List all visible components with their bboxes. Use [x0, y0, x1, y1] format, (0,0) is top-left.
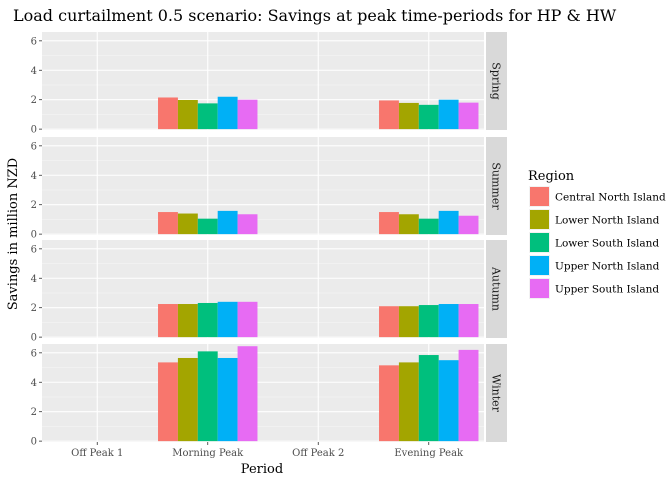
bar-winter-upper-north-island-morning-peak: [217, 357, 238, 442]
x-tick-label: Morning Peak: [172, 448, 244, 459]
facet-panel-winter: 0 2 4 6 Winter: [31, 344, 507, 448]
bar-spring-upper-south-island-evening-peak: [458, 102, 479, 130]
bar-autumn-lower-south-island-morning-peak: [197, 302, 218, 338]
facet-strip: [486, 137, 507, 235]
y-tick-label: 0: [31, 333, 37, 344]
facet-strip: [486, 32, 507, 130]
bar-winter-upper-south-island-evening-peak: [458, 349, 479, 442]
y-tick-label: 0: [31, 230, 37, 241]
y-tick-label: 0: [31, 125, 37, 136]
bar-spring-upper-north-island-morning-peak: [217, 96, 238, 130]
x-tick-label: Off Peak 2: [292, 448, 344, 459]
y-tick-label: 6: [31, 141, 37, 152]
y-axis-title: Savings in million NZD: [6, 158, 21, 310]
legend-key: [530, 256, 549, 275]
bar-summer-upper-north-island-morning-peak: [217, 210, 238, 235]
facet-panel-spring: 0 2 4 6 Spring: [31, 32, 507, 136]
bar-autumn-upper-north-island-morning-peak: [217, 301, 238, 338]
facet-panels: 0 2 4 6 Spring 0 2 4 6 Summer 0 2 4 6 Autumn 0 2 4 6 Winter: [31, 32, 507, 448]
x-tick-label: Off Peak 1: [71, 448, 123, 459]
bar-spring-upper-north-island-evening-peak: [438, 99, 459, 130]
y-tick-label: 2: [31, 95, 37, 106]
bar-spring-lower-south-island-morning-peak: [197, 103, 218, 130]
facet-strip: [486, 240, 507, 338]
x-axis: Off Peak 1 Morning Peak Off Peak 2 Evening …: [71, 442, 464, 459]
y-tick-label: 4: [31, 66, 37, 77]
y-tick-label: 2: [31, 407, 37, 418]
bar-spring-lower-north-island-morning-peak: [177, 99, 198, 130]
bar-autumn-central-north-island-morning-peak: [158, 304, 178, 338]
bar-winter-central-north-island-evening-peak: [379, 365, 399, 442]
bar-summer-central-north-island-evening-peak: [379, 212, 399, 235]
bar-summer-lower-south-island-evening-peak: [418, 218, 439, 235]
legend-key: [530, 187, 549, 206]
legend-label: Lower South Island: [555, 238, 659, 250]
y-tick-label: 0: [31, 437, 37, 448]
bar-spring-lower-south-island-evening-peak: [418, 104, 439, 130]
facet-strip-label: Winter: [490, 374, 503, 413]
bar-summer-central-north-island-morning-peak: [158, 212, 178, 235]
bar-summer-lower-south-island-morning-peak: [197, 218, 218, 235]
bar-winter-lower-north-island-morning-peak: [177, 357, 198, 442]
bar-summer-upper-north-island-evening-peak: [438, 210, 459, 235]
bar-winter-upper-north-island-evening-peak: [438, 360, 459, 442]
legend: Region Central North Island Lower North I…: [528, 169, 666, 299]
legend-label: Upper South Island: [555, 284, 659, 296]
bar-winter-lower-south-island-morning-peak: [197, 351, 218, 442]
facet-panel-autumn: 0 2 4 6 Autumn: [31, 240, 507, 344]
bar-summer-lower-north-island-morning-peak: [177, 213, 198, 235]
facet-panel-summer: 0 2 4 6 Summer: [31, 137, 507, 241]
bar-winter-lower-north-island-evening-peak: [398, 362, 419, 442]
bar-spring-lower-north-island-evening-peak: [398, 102, 419, 130]
y-tick-label: 6: [31, 244, 37, 255]
y-tick-label: 6: [31, 36, 37, 47]
bar-spring-central-north-island-evening-peak: [379, 100, 399, 130]
y-tick-label: 6: [31, 348, 37, 359]
y-tick-label: 2: [31, 200, 37, 211]
y-tick-label: 4: [31, 274, 37, 285]
bar-winter-upper-south-island-morning-peak: [237, 346, 258, 442]
bar-autumn-upper-south-island-evening-peak: [458, 304, 479, 338]
bar-summer-lower-north-island-evening-peak: [398, 214, 419, 235]
x-tick-label: Evening Peak: [394, 448, 464, 459]
bar-autumn-lower-north-island-morning-peak: [177, 304, 198, 338]
bar-autumn-upper-south-island-morning-peak: [237, 301, 258, 338]
bar-spring-central-north-island-morning-peak: [158, 97, 178, 130]
legend-label: Central North Island: [555, 192, 666, 204]
legend-title: Region: [528, 169, 575, 184]
chart-title: Load curtailment 0.5 scenario: Savings a…: [13, 6, 617, 25]
x-axis-title: Period: [241, 462, 283, 477]
facet-strip-label: Autumn: [490, 266, 503, 311]
bar-autumn-lower-south-island-evening-peak: [418, 305, 439, 338]
bar-autumn-lower-north-island-evening-peak: [398, 306, 419, 338]
bar-summer-upper-south-island-morning-peak: [237, 214, 258, 235]
bar-autumn-upper-north-island-evening-peak: [438, 304, 459, 338]
legend-key: [530, 233, 549, 252]
legend-label: Upper North Island: [555, 261, 660, 273]
bar-autumn-central-north-island-evening-peak: [379, 306, 399, 338]
facet-strip-label: Summer: [490, 162, 503, 210]
y-tick-label: 2: [31, 303, 37, 314]
bar-spring-upper-south-island-morning-peak: [237, 99, 258, 130]
bar-winter-lower-south-island-evening-peak: [418, 355, 439, 442]
y-tick-label: 4: [31, 171, 37, 182]
bar-summer-upper-south-island-evening-peak: [458, 215, 479, 235]
bar-winter-central-north-island-morning-peak: [158, 362, 178, 442]
legend-key: [530, 279, 549, 298]
legend-label: Lower North Island: [555, 215, 660, 227]
y-tick-label: 4: [31, 378, 37, 389]
facet-strip-label: Spring: [490, 62, 503, 99]
legend-key: [530, 210, 549, 229]
facet-strip: [486, 344, 507, 442]
